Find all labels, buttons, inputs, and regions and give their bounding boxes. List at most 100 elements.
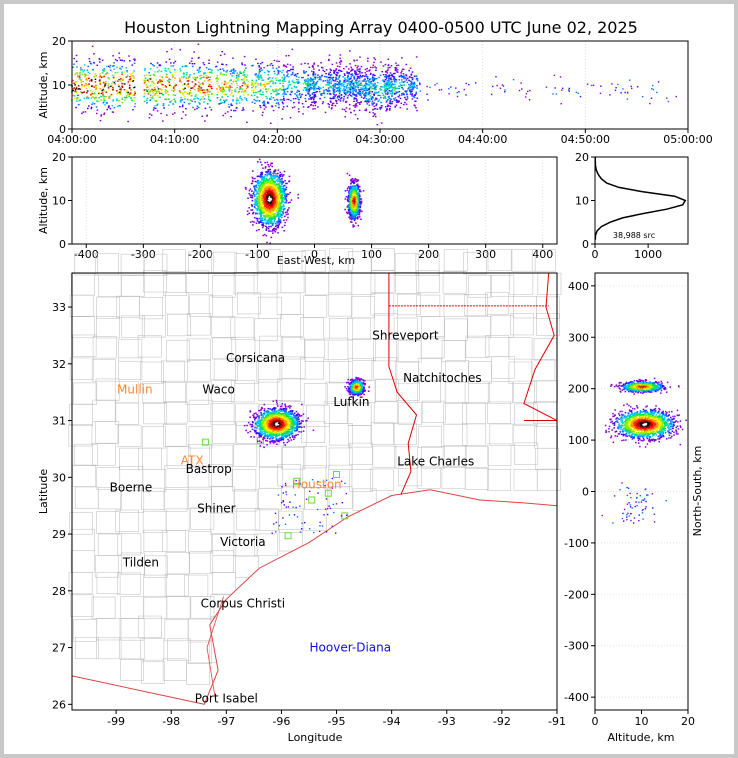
p1-source-dot (223, 73, 225, 76)
p1-source-dot (355, 95, 357, 97)
p1-source-dot (311, 84, 313, 86)
p1-source-dot (339, 98, 342, 100)
p1-source-dot (174, 83, 176, 85)
p2-source-dot (261, 171, 264, 174)
p1-source-dot (348, 90, 350, 93)
p2-source-dot (275, 228, 277, 231)
p1-source-dot (396, 71, 399, 73)
p1-source-dot (207, 90, 210, 92)
p1-source-dot (169, 78, 171, 81)
p1-source-dot (324, 79, 327, 82)
p1-source-dot (346, 92, 349, 94)
p1-source-dot (276, 93, 279, 96)
p1-source-dot (455, 87, 457, 89)
p1-source-dot (328, 106, 330, 108)
p1-source-dot (178, 78, 181, 80)
p1-source-dot (518, 89, 521, 92)
p2-source-dot (259, 173, 262, 176)
p2-source-dot (277, 169, 280, 171)
p1-source-dot (374, 58, 377, 61)
p1-source-dot (286, 87, 289, 90)
p2-source-dot (270, 216, 273, 219)
p1-source-dot (356, 92, 359, 94)
p2-source-dot (274, 206, 277, 209)
p1-source-dot (314, 104, 317, 107)
p1-source-dot (116, 93, 118, 95)
p1-source-dot (237, 77, 240, 79)
p1-source-dot (357, 70, 360, 72)
p1-source-dot (388, 78, 390, 80)
p1-source-dot (359, 72, 361, 74)
p1-source-dot (209, 99, 212, 102)
p1-source-dot (94, 78, 97, 81)
p2-source-dot (356, 196, 359, 199)
p1-source-dot (222, 99, 225, 102)
p2-source-dot (270, 208, 272, 211)
p1-source-dot (197, 87, 199, 89)
p1-source-dot (105, 91, 108, 93)
p1-source-dot (192, 84, 195, 86)
p1-source-dot (384, 95, 386, 98)
p2-source-dot (264, 191, 267, 194)
p2-source-dot (282, 190, 285, 192)
p1-source-dot (186, 72, 188, 74)
p1-source-dot (347, 95, 350, 97)
p1-source-dot (379, 108, 382, 110)
p1-source-dot (75, 60, 78, 63)
p1-source-dot (373, 78, 376, 81)
p2-source-dot (256, 212, 259, 215)
p1-source-dot (361, 76, 363, 78)
p1-source-dot (170, 100, 173, 102)
p2-source-dot (269, 198, 272, 201)
p2-source-dot (281, 190, 283, 193)
p1-source-dot (409, 80, 412, 83)
p1-source-dot (240, 98, 243, 100)
p1-source-dot (387, 79, 389, 82)
p2-source-dot (283, 192, 286, 194)
p1-source-dot (365, 80, 367, 82)
p1-source-dot (229, 70, 231, 73)
p1-source-dot (308, 90, 310, 92)
p1-source-dot (241, 84, 244, 87)
p1-source-dot (338, 92, 341, 95)
p2-source-dot (269, 181, 272, 183)
p2-source-dot (267, 200, 269, 203)
p1-source-dot (321, 102, 324, 105)
p1-source-dot (90, 92, 93, 95)
p1-source-dot (77, 85, 80, 87)
p2-source-dot (282, 205, 284, 208)
p1-source-dot (279, 88, 281, 91)
p2-source-dot (348, 193, 350, 195)
p2-source-dot (265, 192, 268, 195)
p2-source-dot (278, 176, 281, 179)
p1-source-dot (354, 89, 357, 91)
p1-source-dot (360, 88, 363, 91)
p1-source-dot (512, 78, 515, 81)
p1-source-dot (240, 87, 242, 89)
p1-source-dot (349, 94, 352, 97)
p1-source-dot (292, 68, 295, 71)
p2-source-dot (350, 216, 352, 219)
p1-source-dot (167, 104, 170, 106)
p1-source-dot (357, 91, 360, 94)
p1-source-dot (354, 81, 357, 84)
p1-source-dot (143, 82, 146, 84)
p1-source-dot (174, 85, 176, 87)
p1-source-dot (118, 85, 120, 88)
p2-source-dot (270, 218, 273, 220)
p2-source-dot (278, 213, 281, 215)
p1-source-dot (203, 98, 206, 100)
p1-source-dot (201, 89, 204, 91)
p1-source-dot (131, 75, 134, 77)
p2-source-dot (260, 171, 262, 174)
p2-source-dot (267, 194, 270, 197)
p2-source-dot (270, 208, 273, 210)
p1-source-dot (391, 100, 394, 103)
p1-source-dot (275, 88, 277, 90)
p1-source-dot (152, 109, 155, 111)
p2-source-dot (274, 193, 277, 195)
p1-source-dot (149, 68, 152, 70)
p1-source-dot (73, 63, 75, 65)
p1-source-dot (411, 89, 413, 91)
p1-source-dot (99, 58, 101, 61)
